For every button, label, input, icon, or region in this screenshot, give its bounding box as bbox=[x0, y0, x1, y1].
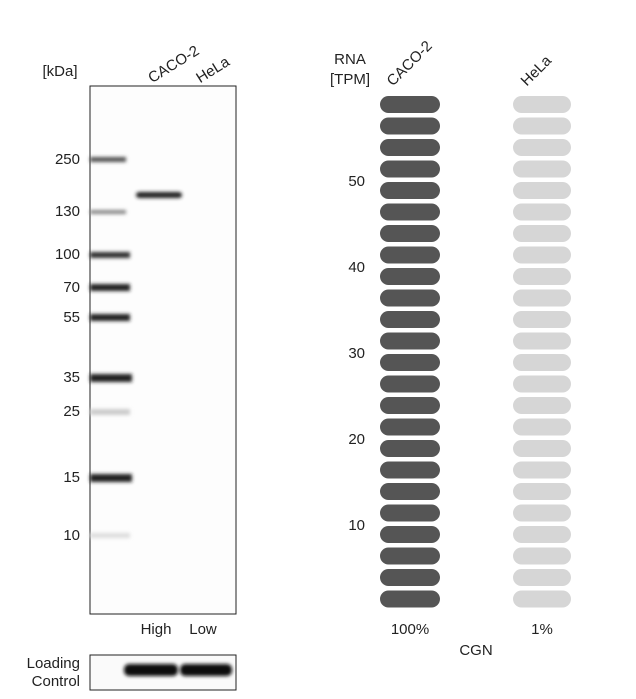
rna-pill bbox=[380, 354, 440, 371]
rna-pill bbox=[380, 440, 440, 457]
loading-label: Loading bbox=[27, 655, 80, 672]
percentage: 100% bbox=[391, 621, 429, 638]
rna-pill bbox=[380, 117, 440, 135]
marker-label: 55 bbox=[63, 309, 80, 326]
rna-pill bbox=[380, 461, 440, 479]
sample-label: HeLa bbox=[518, 52, 556, 90]
tick-label: 30 bbox=[348, 345, 365, 362]
rna-pill bbox=[380, 96, 440, 113]
rna-pill bbox=[513, 504, 571, 522]
rna-pill bbox=[513, 332, 571, 350]
blot-frame bbox=[89, 85, 237, 615]
rna-pill bbox=[513, 311, 571, 328]
rna-pill bbox=[513, 225, 571, 242]
rna-pill bbox=[380, 332, 440, 350]
marker-label: 130 bbox=[55, 203, 80, 220]
rna-pill bbox=[513, 246, 571, 264]
rna-pill bbox=[380, 311, 440, 328]
tick-label: 50 bbox=[348, 173, 365, 190]
rna-pill bbox=[380, 139, 440, 156]
marker-label: 35 bbox=[63, 369, 80, 386]
rna-pill bbox=[513, 418, 571, 436]
rna-pill bbox=[513, 569, 571, 586]
rna-pill bbox=[513, 139, 571, 156]
rna-pill bbox=[380, 418, 440, 436]
sample-band bbox=[136, 192, 182, 198]
rna-pill bbox=[513, 96, 571, 113]
gene-label: CGN bbox=[459, 642, 492, 659]
rna-pill bbox=[380, 375, 440, 393]
marker-label: 100 bbox=[55, 246, 80, 263]
axis-label: [TPM] bbox=[330, 71, 370, 88]
loading-band bbox=[180, 664, 232, 676]
rna-pill bbox=[513, 440, 571, 457]
unit-label: [kDa] bbox=[42, 63, 77, 80]
marker-label: 15 bbox=[63, 469, 80, 486]
marker-label: 25 bbox=[63, 403, 80, 420]
rna-pill bbox=[380, 569, 440, 586]
rna-pill bbox=[513, 547, 571, 565]
rna-pill bbox=[513, 289, 571, 307]
tick-label: 10 bbox=[348, 517, 365, 534]
rna-pill bbox=[513, 461, 571, 479]
rna-pill bbox=[380, 203, 440, 221]
rna-pill bbox=[513, 526, 571, 543]
lane-label: CACO-2 bbox=[145, 42, 202, 86]
marker-label: 10 bbox=[63, 527, 80, 544]
rna-pill bbox=[513, 397, 571, 414]
rna-pill bbox=[380, 182, 440, 199]
rna-pill bbox=[513, 160, 571, 178]
rna-pill bbox=[380, 547, 440, 565]
rna-pill bbox=[380, 225, 440, 242]
rna-pill bbox=[513, 590, 571, 608]
rna-pill bbox=[513, 268, 571, 285]
ladder bbox=[90, 157, 132, 538]
rna-pill bbox=[380, 397, 440, 414]
rna-pill bbox=[380, 246, 440, 264]
axis-label: RNA bbox=[334, 51, 366, 68]
rna-pill bbox=[513, 203, 571, 221]
rna-pill bbox=[513, 375, 571, 393]
rna-pill bbox=[380, 483, 440, 500]
rna-pill bbox=[380, 268, 440, 285]
percentage: 1% bbox=[531, 621, 553, 638]
level-label: Low bbox=[189, 621, 217, 638]
rna-pill bbox=[380, 160, 440, 178]
tick-label: 40 bbox=[348, 259, 365, 276]
marker-label: 70 bbox=[63, 279, 80, 296]
loading-label: Control bbox=[32, 673, 80, 690]
rna-pill bbox=[513, 483, 571, 500]
rna-pill bbox=[380, 289, 440, 307]
marker-label: 250 bbox=[55, 151, 80, 168]
rna-pill bbox=[513, 182, 571, 199]
rna-pill bbox=[513, 117, 571, 135]
rna-pill bbox=[513, 354, 571, 371]
tick-label: 20 bbox=[348, 431, 365, 448]
rna-pill bbox=[380, 590, 440, 608]
level-label: High bbox=[141, 621, 172, 638]
rna-pill bbox=[380, 526, 440, 543]
loading-band bbox=[124, 664, 178, 676]
rna-pill bbox=[380, 504, 440, 522]
sample-label: CACO-2 bbox=[384, 38, 436, 90]
